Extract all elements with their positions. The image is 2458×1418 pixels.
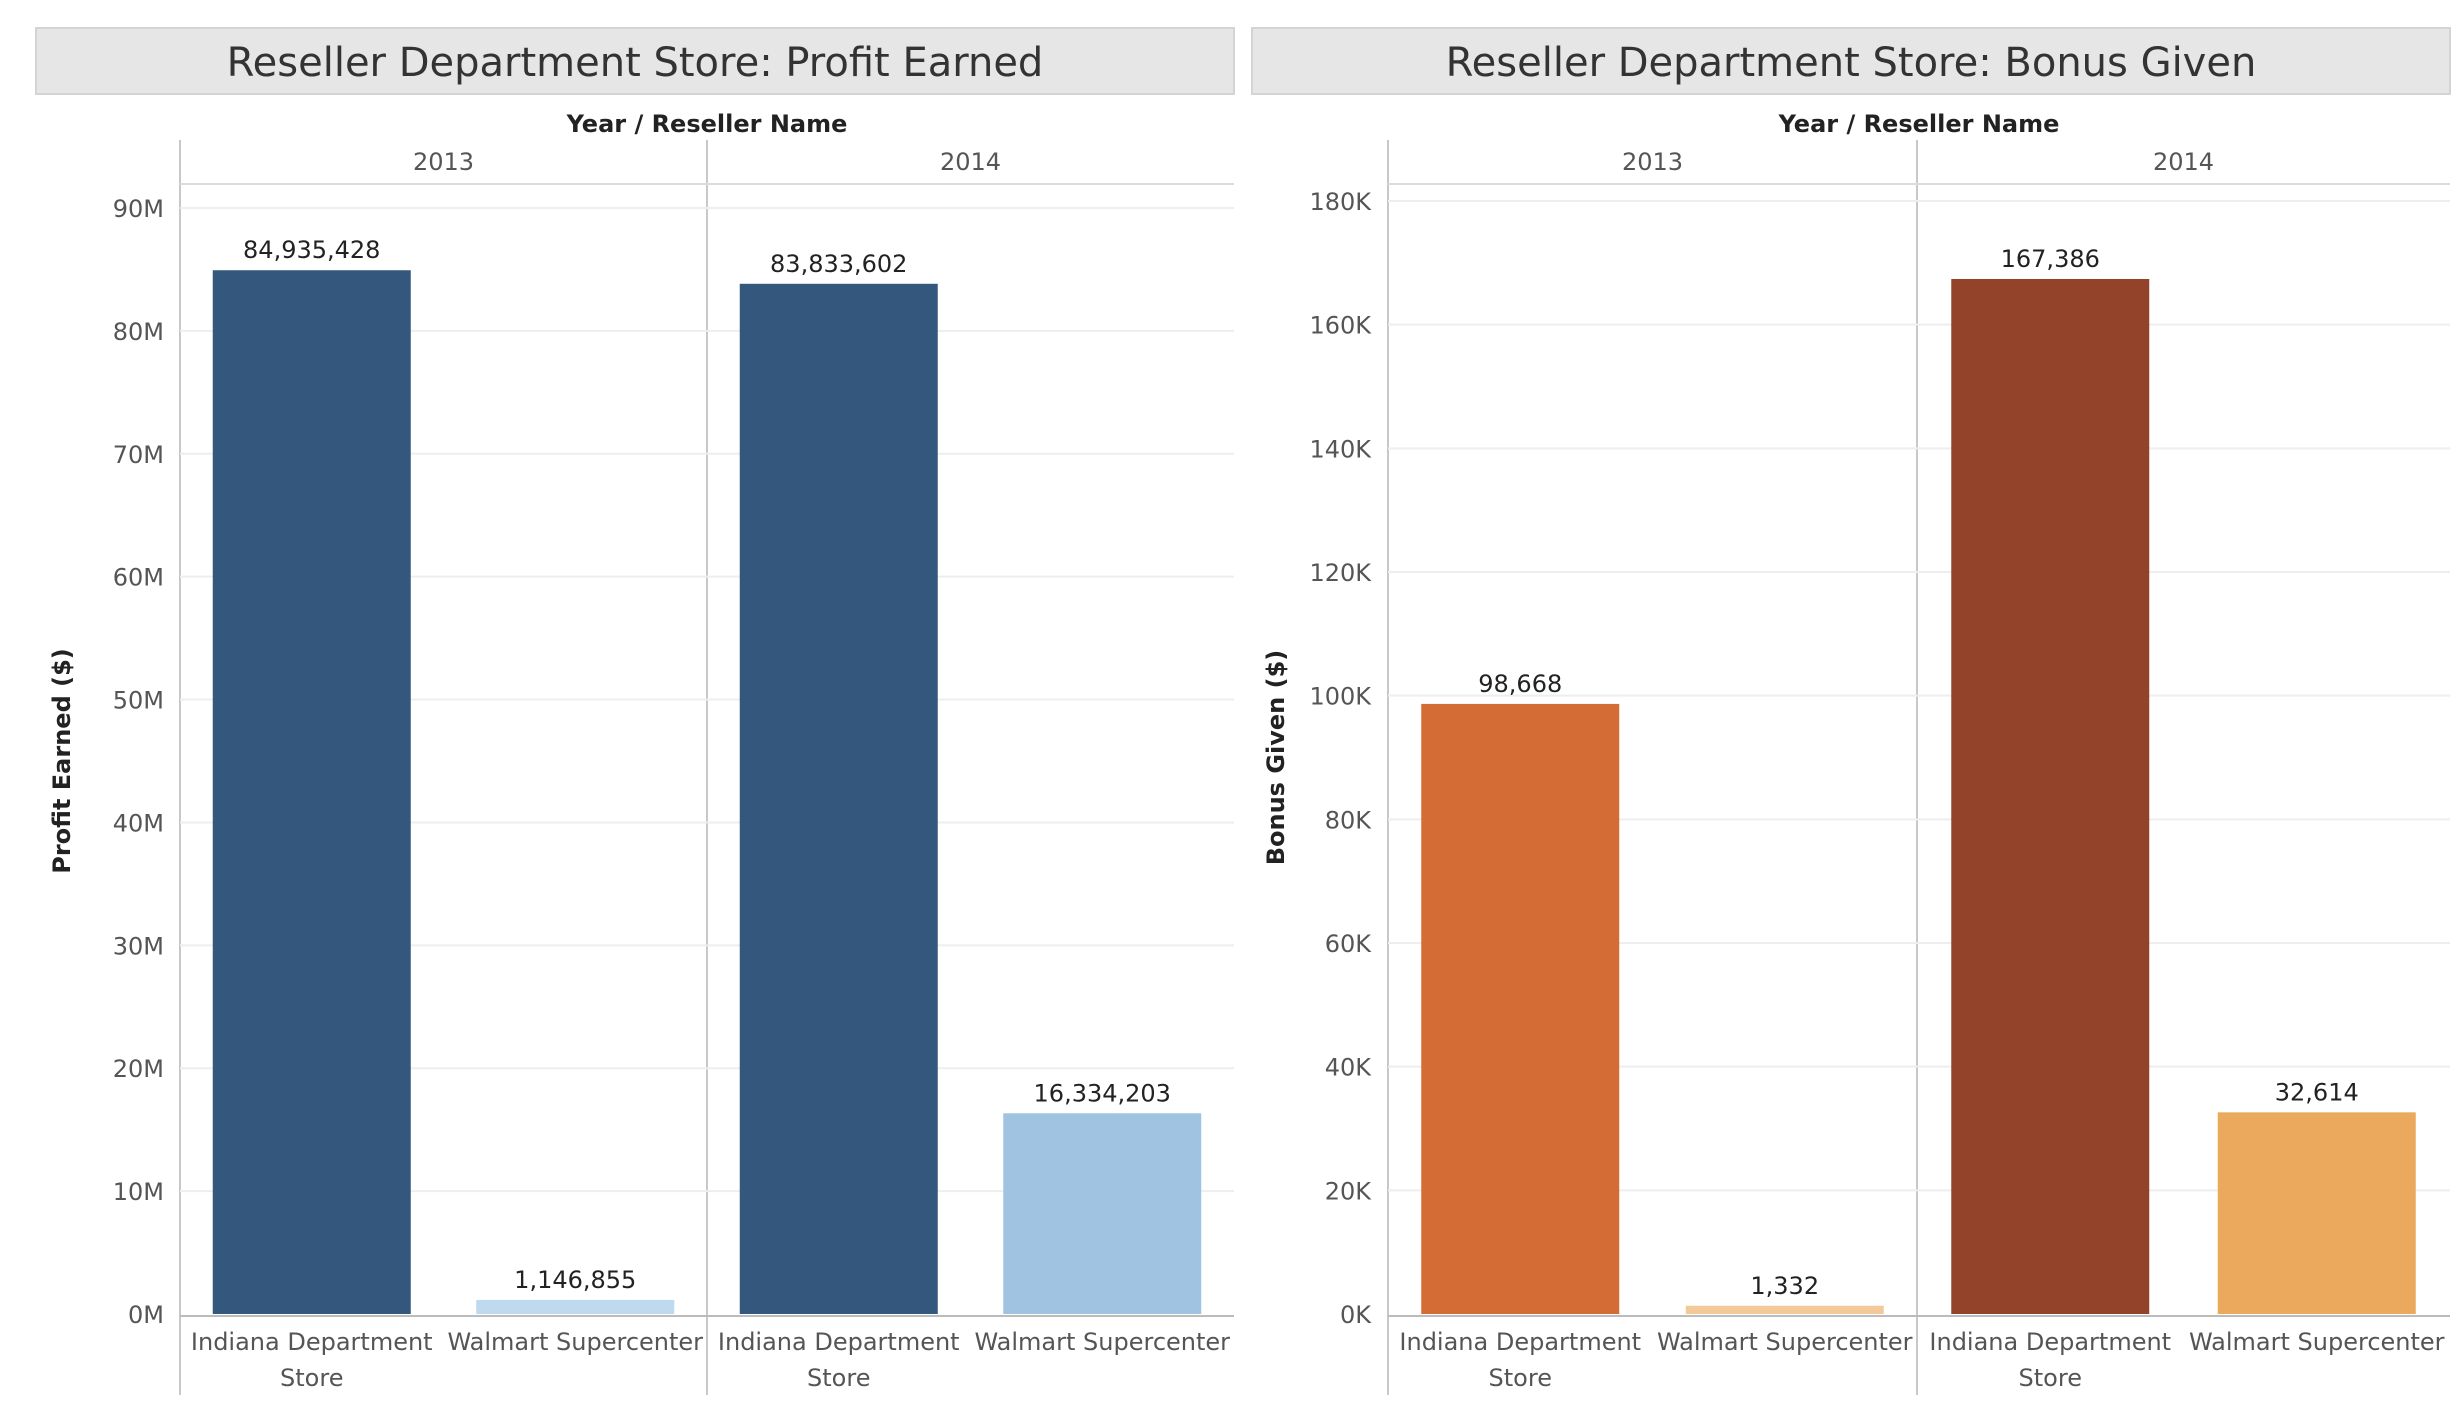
y-tick-label: 60K: [1325, 930, 1373, 958]
y-tick-label: 30M: [113, 932, 164, 960]
x-category-label: Indiana Department Store: [718, 1328, 960, 1392]
y-tick-label: 160K: [1309, 312, 1372, 340]
y-tick-label: 90M: [113, 195, 164, 223]
y-tick-label: 10M: [113, 1178, 164, 1206]
bar-indiana-2013[interactable]: [1421, 703, 1620, 1314]
y-tick-label: 0K: [1340, 1301, 1372, 1329]
bar-indiana-2014[interactable]: [1951, 278, 2150, 1314]
chart-title-bar: [35, 27, 1235, 95]
y-tick-label: 40M: [113, 809, 164, 837]
y-tick-label: 50M: [113, 687, 164, 715]
chart-title: Reseller Department Store: Profit Earned: [227, 40, 1044, 86]
y-tick-label: 40K: [1325, 1054, 1373, 1082]
bar-walmart-2014[interactable]: [2217, 1112, 2416, 1314]
bar-value-label: 84,935,428: [243, 236, 380, 264]
bar-indiana-2014[interactable]: [739, 283, 938, 1314]
bar-value-label: 16,334,203: [1034, 1079, 1171, 1107]
x-category-label: Indiana Department Store: [191, 1328, 433, 1392]
bar-value-label: 98,668: [1478, 670, 1562, 698]
bar-walmart-2014[interactable]: [1003, 1113, 1202, 1314]
y-axis-title: Bonus Given ($): [1262, 650, 1290, 866]
x-category-label: Walmart Supercenter: [2189, 1328, 2445, 1356]
chart-title-bar: [1251, 27, 2451, 95]
x-category-label: Walmart Supercenter: [974, 1328, 1230, 1356]
bar-value-label: 32,614: [2275, 1078, 2359, 1106]
year-header: 2014: [2153, 148, 2214, 176]
year-header: 2014: [940, 148, 1001, 176]
y-tick-label: 0M: [128, 1301, 164, 1329]
column-header: Year / Reseller Name: [1778, 110, 2060, 138]
x-category-label: Indiana Department Store: [1929, 1328, 2171, 1392]
bar-walmart-2013[interactable]: [476, 1299, 675, 1314]
x-category-label: Indiana Department Store: [1399, 1328, 1641, 1392]
bar-value-label: 167,386: [2001, 245, 2100, 273]
bar-value-label: 83,833,602: [770, 250, 907, 278]
bar-value-label: 1,332: [1750, 1272, 1819, 1300]
year-header: 2013: [1622, 148, 1683, 176]
bar-value-label: 1,146,855: [514, 1266, 636, 1294]
year-header: 2013: [413, 148, 474, 176]
x-category-label: Walmart Supercenter: [1657, 1328, 1913, 1356]
y-tick-label: 180K: [1309, 188, 1372, 216]
y-tick-label: 140K: [1309, 435, 1372, 463]
y-tick-label: 70M: [113, 441, 164, 469]
y-tick-label: 80K: [1325, 806, 1373, 834]
y-tick-label: 120K: [1309, 559, 1372, 587]
y-tick-label: 80M: [113, 318, 164, 346]
y-tick-label: 20M: [113, 1055, 164, 1083]
x-category-label: Walmart Supercenter: [447, 1328, 703, 1356]
column-header: Year / Reseller Name: [566, 110, 848, 138]
y-axis-title: Profit Earned ($): [48, 648, 76, 874]
chart-title: Reseller Department Store: Bonus Given: [1446, 40, 2257, 86]
bar-walmart-2013[interactable]: [1685, 1305, 1884, 1314]
y-tick-label: 20K: [1325, 1177, 1373, 1205]
y-tick-label: 100K: [1309, 683, 1372, 711]
bar-indiana-2013[interactable]: [212, 270, 411, 1314]
y-tick-label: 60M: [113, 564, 164, 592]
